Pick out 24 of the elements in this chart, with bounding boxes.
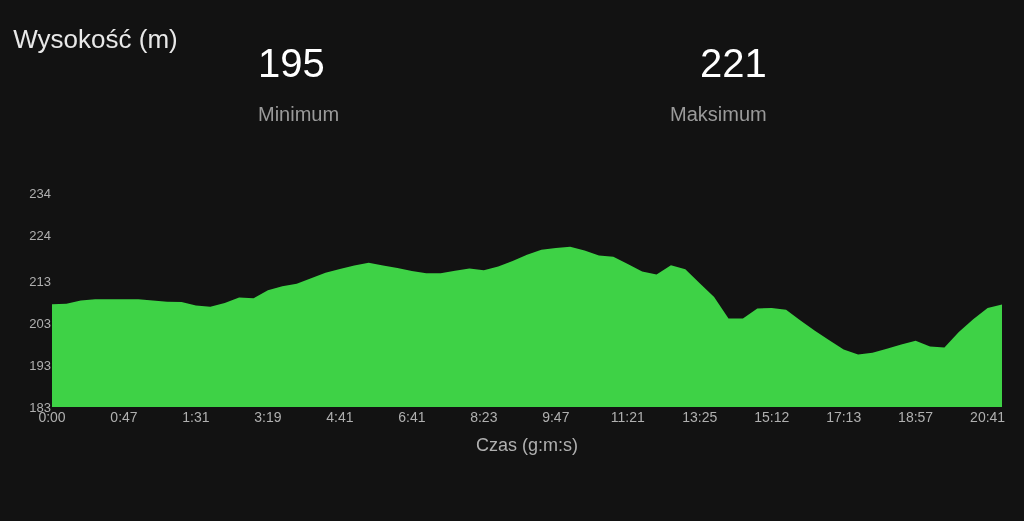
y-tick-label: 193: [29, 357, 51, 373]
y-tick-label: 203: [29, 315, 51, 331]
x-tick-label: 11:21: [610, 409, 645, 425]
chart-title: Wysokość (m): [13, 24, 178, 55]
y-tick-label: 224: [29, 227, 51, 243]
x-axis-title: Czas (g:m:s): [475, 435, 579, 456]
x-tick-label: 0:47: [110, 409, 138, 425]
x-tick-label: 3:19: [254, 409, 282, 425]
y-tick-label: 213: [29, 273, 51, 289]
text: 195: [258, 41, 325, 85]
text: Maksimum: [670, 103, 767, 125]
text: 221: [700, 41, 767, 85]
x-tick-label: 6:41: [398, 409, 426, 425]
x-tick-label: 8:23: [470, 409, 498, 425]
x-tick-label: 1:31: [182, 409, 210, 425]
x-tick-label: 4:41: [326, 409, 354, 425]
x-tick-label: 15:12: [754, 409, 790, 425]
x-tick-label: 18:57: [898, 409, 934, 425]
y-tick-label: 234: [29, 185, 51, 201]
x-tick-label: 13:25: [682, 409, 718, 425]
x-tick-label: 17:13: [826, 409, 862, 425]
text: Minimum: [258, 103, 340, 125]
x-tick-label: 20:41: [970, 409, 1006, 425]
x-tick-label: 9:47: [542, 409, 570, 425]
